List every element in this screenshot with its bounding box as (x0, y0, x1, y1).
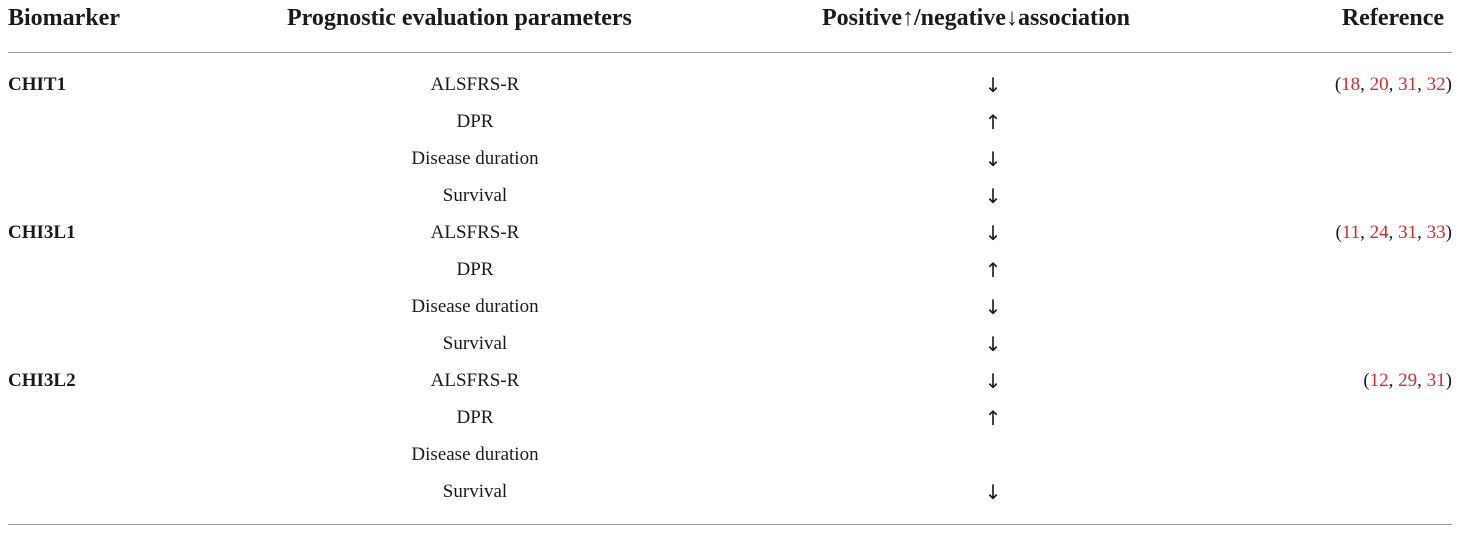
header-prognostic-parameters: Prognostic evaluation parameters (287, 5, 632, 31)
reference-link[interactable]: 11 (1341, 222, 1361, 243)
prognostic-parameter: Disease duration (411, 148, 539, 169)
biomarker-name: CHI3L2 (8, 370, 76, 391)
association-arrow: ↓ (984, 332, 1002, 356)
table-row: Disease duration ↓ (0, 295, 1460, 332)
biomarker-name: CHI3L1 (8, 222, 76, 243)
prognostic-parameter: Survival (442, 481, 508, 502)
table-row: CHI3L2 ALSFRS-R ↓ (12, 29, 31) (0, 369, 1460, 406)
association-arrow: ↓ (984, 369, 1002, 393)
reference-separator: , (1417, 222, 1427, 243)
reference-list: (12, 29, 31) (1363, 369, 1452, 393)
reference-separator: , (1417, 74, 1427, 95)
reference-separator: , (1388, 74, 1399, 95)
association-arrow: ↓ (984, 184, 1002, 208)
table-row: Disease duration (0, 443, 1460, 480)
association-arrow: ↑ (984, 258, 1002, 282)
prognostic-parameter: Survival (442, 333, 508, 354)
prognostic-parameter: DPR (456, 111, 494, 132)
table-bottom-rule (8, 524, 1452, 525)
prognostic-parameter: Disease duration (411, 296, 539, 317)
prognostic-parameter: ALSFRS-R (430, 222, 520, 243)
reference-open-paren: ( (1335, 222, 1342, 243)
reference-link[interactable]: 29 (1398, 370, 1418, 391)
association-arrow: ↓ (984, 221, 1002, 245)
header-association: Positive↑/negative↓association (822, 5, 1130, 31)
reference-link[interactable]: 20 (1369, 74, 1389, 95)
table-row: Survival ↓ (0, 184, 1460, 221)
table-row: Survival ↓ (0, 332, 1460, 369)
association-arrow: ↑ (984, 406, 1002, 430)
prognostic-parameter: DPR (456, 259, 494, 280)
prognostic-parameter: Disease duration (411, 444, 539, 465)
reference-close-paren: ) (1445, 222, 1452, 243)
prognostic-parameter: ALSFRS-R (430, 74, 520, 95)
reference-open-paren: ( (1363, 370, 1370, 391)
association-arrow: ↓ (984, 295, 1002, 319)
header-biomarker: Biomarker (8, 5, 120, 31)
reference-link[interactable]: 18 (1341, 74, 1361, 95)
association-arrow: ↓ (984, 147, 1002, 171)
table-row: DPR ↑ (0, 406, 1460, 443)
biomarker-name: CHIT1 (8, 74, 67, 95)
table-row: Disease duration ↓ (0, 147, 1460, 184)
reference-separator: , (1360, 222, 1370, 243)
reference-link[interactable]: 32 (1426, 74, 1446, 95)
prognostic-parameter: ALSFRS-R (430, 370, 520, 391)
reference-close-paren: ) (1445, 74, 1452, 95)
association-arrow: ↓ (984, 73, 1002, 97)
prognostic-parameter: Survival (442, 185, 508, 206)
table-header: Biomarker Prognostic evaluation paramete… (0, 0, 1460, 52)
reference-link[interactable]: 12 (1369, 370, 1389, 391)
table-row: CHI3L1 ALSFRS-R ↓ (11, 24, 31, 33) (0, 221, 1460, 258)
prognostic-parameter: DPR (456, 407, 494, 428)
reference-list: (11, 24, 31, 33) (1336, 221, 1452, 245)
header-reference: Reference (1341, 5, 1444, 31)
reference-separator: , (1388, 370, 1399, 391)
reference-link[interactable]: 31 (1398, 222, 1418, 243)
reference-link[interactable]: 31 (1426, 370, 1446, 391)
table-row: Survival ↓ (0, 480, 1460, 517)
table-row: DPR ↑ (0, 110, 1460, 147)
reference-link[interactable]: 31 (1398, 74, 1418, 95)
reference-link[interactable]: 33 (1426, 222, 1446, 243)
reference-list: (18, 20, 31, 32) (1335, 73, 1452, 97)
reference-close-paren: ) (1445, 370, 1452, 391)
reference-separator: , (1417, 370, 1427, 391)
table-row: DPR ↑ (0, 258, 1460, 295)
association-arrow: ↑ (984, 110, 1002, 134)
table-row: CHIT1 ALSFRS-R ↓ (18, 20, 31, 32) (0, 73, 1460, 110)
header-divider (8, 52, 1452, 53)
reference-separator: , (1388, 222, 1399, 243)
reference-link[interactable]: 24 (1369, 222, 1389, 243)
reference-separator: , (1360, 74, 1370, 95)
association-arrow: ↓ (984, 480, 1002, 504)
reference-open-paren: ( (1334, 74, 1342, 95)
